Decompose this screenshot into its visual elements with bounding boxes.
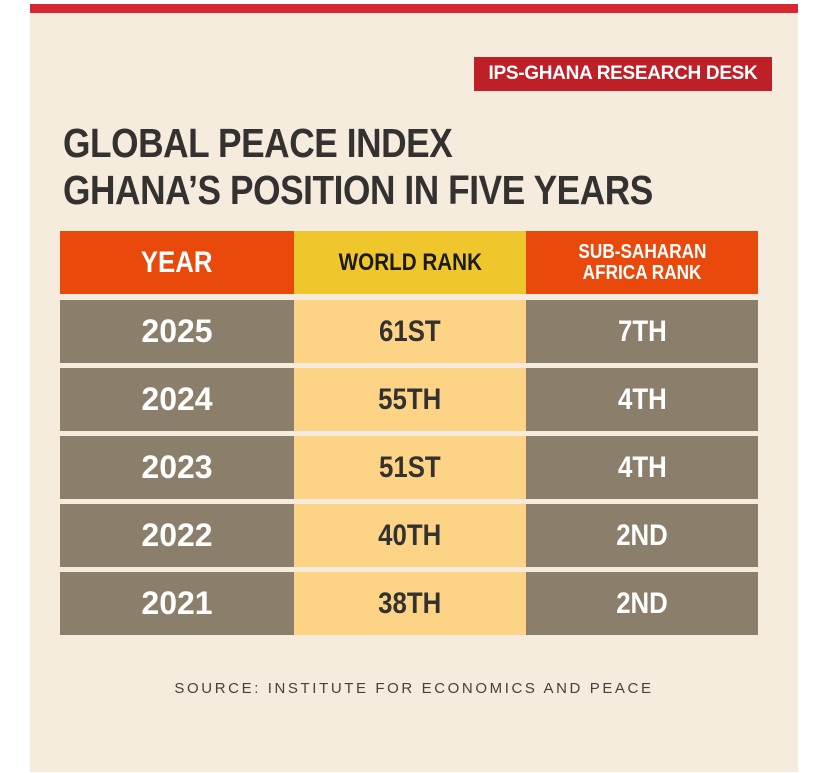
world-rank-cell: 55TH [294, 368, 526, 431]
ssa-rank-cell: 4TH [526, 436, 758, 499]
title-line-1: GLOBAL PEACE INDEX [63, 120, 453, 166]
ssa-rank-cell: 7TH [526, 300, 758, 363]
ssa-rank-cell: 2ND [526, 504, 758, 567]
table-row: 2023 51ST 4TH [60, 436, 758, 499]
ssa-rank-cell: 2ND [526, 572, 758, 635]
top-accent-bar [30, 4, 798, 13]
page-title: GLOBAL PEACE INDEX GHANA’S POSITION IN F… [63, 120, 653, 214]
year-cell: 2025 [60, 300, 294, 363]
table-row: 2021 38TH 2ND [60, 572, 758, 635]
year-cell: 2022 [60, 504, 294, 567]
year-cell: 2023 [60, 436, 294, 499]
header-year: YEAR [60, 231, 294, 294]
world-rank-cell: 61ST [294, 300, 526, 363]
table-row: 2024 55TH 4TH [60, 368, 758, 431]
rank-table: YEAR WORLD RANK SUB-SAHARAN AFRICA RANK … [60, 231, 758, 640]
ssa-rank-cell: 4TH [526, 368, 758, 431]
year-cell: 2024 [60, 368, 294, 431]
year-cell: 2021 [60, 572, 294, 635]
source-credit: SOURCE: INSTITUTE FOR ECONOMICS AND PEAC… [174, 680, 654, 697]
table-row: 2025 61ST 7TH [60, 300, 758, 363]
table-row: 2022 40TH 2ND [60, 504, 758, 567]
world-rank-cell: 38TH [294, 572, 526, 635]
world-rank-cell: 40TH [294, 504, 526, 567]
infographic-card: IPS-GHANA RESEARCH DESK GLOBAL PEACE IND… [30, 4, 798, 772]
title-line-2: GHANA’S POSITION IN FIVE YEARS [63, 167, 653, 213]
world-rank-cell: 51ST [294, 436, 526, 499]
header-world-rank: WORLD RANK [294, 231, 526, 294]
header-ssa-rank: SUB-SAHARAN AFRICA RANK [526, 231, 758, 294]
table-header-row: YEAR WORLD RANK SUB-SAHARAN AFRICA RANK [60, 231, 758, 294]
research-desk-badge: IPS-GHANA RESEARCH DESK [474, 57, 772, 91]
